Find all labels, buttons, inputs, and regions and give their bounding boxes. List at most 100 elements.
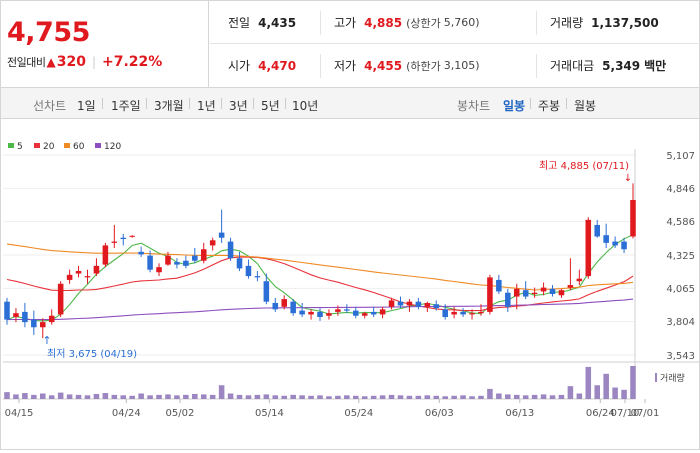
candle-body bbox=[183, 260, 189, 266]
candle-body bbox=[433, 304, 440, 309]
volume-bar bbox=[594, 385, 601, 399]
volume-bar bbox=[39, 393, 46, 399]
period-1y-button[interactable]: 1년 bbox=[197, 99, 216, 113]
divider bbox=[285, 98, 286, 109]
candle-body bbox=[272, 302, 279, 310]
divider bbox=[320, 54, 321, 78]
legend-ma20-swatch bbox=[34, 143, 40, 148]
candle-body bbox=[478, 311, 484, 314]
candle-body bbox=[451, 311, 457, 315]
volume-bar bbox=[460, 395, 466, 399]
volume-bar bbox=[138, 393, 144, 399]
volume-bar bbox=[424, 395, 431, 399]
x-tick-label: 05/24 bbox=[344, 408, 373, 419]
volume-bar bbox=[156, 394, 162, 399]
candle-body bbox=[603, 235, 609, 243]
candle-body bbox=[120, 237, 127, 240]
volume-bar bbox=[245, 395, 252, 399]
volume-bar bbox=[254, 394, 261, 399]
x-tick-label: 05/14 bbox=[255, 408, 284, 419]
candle-body bbox=[424, 302, 431, 307]
high-price: 고가 4,885 (상한가 5,760) bbox=[334, 1, 480, 44]
prev-close-value: 4,435 bbox=[258, 15, 297, 30]
divider: | bbox=[91, 55, 96, 69]
x-tick-label: 05/02 bbox=[166, 408, 195, 419]
candle-body bbox=[200, 249, 207, 261]
volume-bar bbox=[540, 394, 547, 399]
candle-body bbox=[93, 265, 100, 274]
x-tick-label: 04/24 bbox=[112, 408, 141, 419]
candle-body bbox=[344, 309, 350, 311]
candle-body bbox=[236, 258, 243, 269]
candle-body bbox=[254, 276, 261, 278]
trade-amount-value: 5,349 bbox=[602, 58, 641, 73]
candle-body bbox=[558, 290, 565, 296]
legend-ma60-swatch bbox=[64, 143, 70, 148]
y-tick-label: 5,107 bbox=[666, 151, 695, 162]
y-tick-label: 4,325 bbox=[666, 251, 695, 262]
volume-bar bbox=[397, 395, 404, 399]
high-value: 4,885 bbox=[364, 15, 403, 30]
volume-bar bbox=[576, 393, 583, 399]
quote-row-1: 전일 4,435 고가 4,885 (상한가 5,760) 거래량 1,137,… bbox=[210, 1, 700, 44]
period-5y-button[interactable]: 5년 bbox=[261, 99, 280, 113]
low-label: 저가 bbox=[334, 59, 357, 73]
divider bbox=[221, 98, 222, 109]
volume-bar bbox=[147, 395, 153, 399]
open-value: 4,470 bbox=[258, 58, 297, 73]
period-3y-button[interactable]: 3년 bbox=[229, 99, 248, 113]
period-1w-button[interactable]: 1주일 bbox=[111, 99, 141, 113]
volume-bar bbox=[111, 394, 118, 399]
prev-close: 전일 4,435 bbox=[228, 1, 296, 44]
period-3m-button[interactable]: 3개월 bbox=[154, 99, 184, 113]
candle-body bbox=[513, 288, 520, 297]
chart-grid bbox=[3, 149, 699, 403]
candle-body bbox=[111, 241, 118, 243]
x-axis-labels: 04/15 04/24 05/02 05/14 05/24 06/03 06/13 06/24… bbox=[5, 408, 660, 419]
x-tick-label: 07/10 bbox=[611, 408, 640, 419]
period-10y-button[interactable]: 10년 bbox=[292, 99, 319, 113]
candle-body bbox=[567, 285, 574, 288]
candle-body bbox=[57, 283, 64, 315]
volume-bar bbox=[48, 395, 55, 399]
period-1d-button[interactable]: 1일 bbox=[77, 99, 96, 113]
candle-body bbox=[594, 224, 601, 237]
quote-info-grid: 전일 4,435 고가 4,885 (상한가 5,760) 거래량 1,137,… bbox=[210, 1, 700, 88]
candle-body bbox=[460, 311, 466, 315]
chart-period-toolbar: 선차트 1일 1주일 3개월 1년 3년 5년 10년 봉차트 일봉 주봉 월봉 bbox=[0, 88, 700, 119]
ma120-line bbox=[6, 298, 634, 321]
volume-bar bbox=[22, 393, 28, 399]
candle-body bbox=[442, 309, 448, 318]
legend-ma120-swatch bbox=[95, 143, 101, 148]
candle-body bbox=[48, 315, 55, 323]
candle-body bbox=[4, 301, 10, 320]
x-tick-label: 07/01 bbox=[631, 408, 660, 419]
candle-body bbox=[469, 313, 475, 315]
volume-bar bbox=[335, 395, 341, 399]
trade-amount: 거래대금 5,349 백만 bbox=[550, 44, 666, 87]
divider bbox=[146, 98, 147, 109]
candle-body bbox=[621, 241, 627, 250]
volume-bar bbox=[603, 373, 609, 399]
volume-bars bbox=[4, 366, 636, 399]
candle-body bbox=[31, 319, 37, 328]
current-price-box: 4,755 전일대비 ▲ 320 | +7.22% bbox=[1, 1, 209, 88]
legend-ma5-swatch bbox=[8, 143, 14, 148]
change-percent: +7.22% bbox=[102, 54, 163, 70]
quote-row-2: 시가 4,470 저가 4,455 (하한가 3,105) 거래대금 5,349… bbox=[210, 44, 700, 87]
candle-body bbox=[379, 309, 386, 315]
candle-body bbox=[39, 322, 46, 328]
candle-body bbox=[549, 288, 556, 295]
y-tick-label: 4,065 bbox=[666, 284, 695, 295]
volume-value: 1,137,500 bbox=[591, 15, 659, 30]
candle-monthly-button[interactable]: 월봉 bbox=[574, 99, 597, 113]
candle-body bbox=[326, 313, 332, 316]
candle-daily-button[interactable]: 일봉 bbox=[503, 99, 526, 113]
volume-bar bbox=[522, 395, 529, 399]
legend-ma5-label: 5 bbox=[17, 142, 23, 152]
candle-weekly-button[interactable]: 주봉 bbox=[538, 99, 561, 113]
y-axis-labels: 5,107 4,846 4,586 4,325 4,065 3,804 3,54… bbox=[666, 151, 695, 362]
volume-bar bbox=[263, 394, 270, 399]
volume-bar bbox=[93, 393, 100, 399]
low-value: 4,455 bbox=[364, 58, 403, 73]
